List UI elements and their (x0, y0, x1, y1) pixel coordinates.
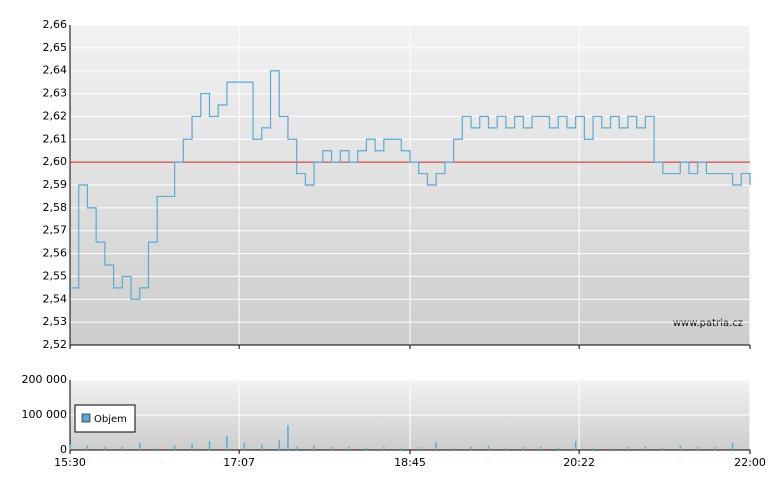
y-tick-label: 2,63 (43, 87, 68, 100)
volume-bar (313, 445, 315, 450)
y-tick-label: 0 (60, 443, 67, 456)
volume-bar (287, 425, 289, 450)
watermark: www.patria.cz (673, 318, 743, 329)
volume-bar (592, 448, 594, 450)
volume-bar (627, 447, 629, 450)
volume-bar (261, 444, 263, 450)
volume-bar (191, 443, 193, 450)
volume-bar (574, 441, 577, 450)
y-tick-label: 2,54 (43, 292, 68, 305)
volume-bar (435, 442, 437, 450)
volume-bar (86, 445, 89, 450)
y-tick-label: 200 000 (22, 373, 68, 386)
volume-bar (365, 447, 368, 450)
legend-swatch (81, 413, 91, 423)
volume-bar (452, 447, 455, 450)
volume-bar (696, 446, 699, 450)
volume-bar (104, 447, 106, 450)
volume-bar (609, 448, 612, 450)
y-tick-label: 2,55 (43, 269, 68, 282)
volume-bar (121, 446, 124, 450)
y-tick-label: 2,57 (43, 224, 68, 237)
volume-bar (138, 443, 141, 450)
volume-bar (173, 445, 176, 450)
volume-bar (644, 446, 647, 450)
volume-bar (522, 447, 525, 450)
y-tick-label: 2,53 (43, 315, 68, 328)
volume-bar (731, 443, 734, 450)
volume-bar (156, 447, 158, 450)
legend-label: Objem (94, 414, 127, 425)
y-tick-label: 2,64 (43, 64, 68, 77)
volume-bar (383, 446, 385, 450)
volume-bar (714, 447, 716, 450)
y-tick-label: 2,61 (43, 132, 68, 145)
volume-bar (400, 448, 403, 450)
x-tick-label: 22:00 (734, 456, 766, 469)
volume-bar (505, 448, 507, 450)
price-line (70, 70, 751, 300)
x-tick-label: 18:45 (394, 456, 426, 469)
x-tick-label: 17:07 (223, 456, 255, 469)
volume-bar (470, 446, 472, 450)
y-tick-label: 2,59 (43, 178, 68, 191)
volume-bar (278, 440, 280, 450)
y-tick-label: 100 000 (22, 408, 68, 421)
volume-bar (662, 447, 664, 450)
y-tick-label: 2,60 (43, 155, 68, 168)
volume-bar (69, 444, 71, 450)
volume-bar (330, 447, 333, 450)
volume-bar (679, 445, 682, 450)
y-tick-label: 2,52 (43, 338, 68, 351)
volume-bar (417, 447, 420, 450)
volume-bar (243, 443, 246, 450)
volume-bar (226, 436, 228, 450)
y-tick-label: 2,58 (43, 201, 68, 214)
volume-bar (557, 447, 559, 450)
volume-bar (348, 446, 350, 450)
x-tick-label: 15:30 (54, 456, 86, 469)
volume-bar (295, 446, 298, 450)
volume-bar (540, 446, 542, 450)
y-tick-label: 2,65 (43, 41, 68, 54)
x-tick-label: 20:22 (563, 456, 595, 469)
y-tick-label: 2,56 (43, 247, 68, 260)
y-tick-label: 2,66 (43, 18, 68, 31)
y-tick-label: 2,62 (43, 109, 68, 122)
volume-bar (208, 441, 211, 450)
volume-bar (487, 445, 490, 450)
